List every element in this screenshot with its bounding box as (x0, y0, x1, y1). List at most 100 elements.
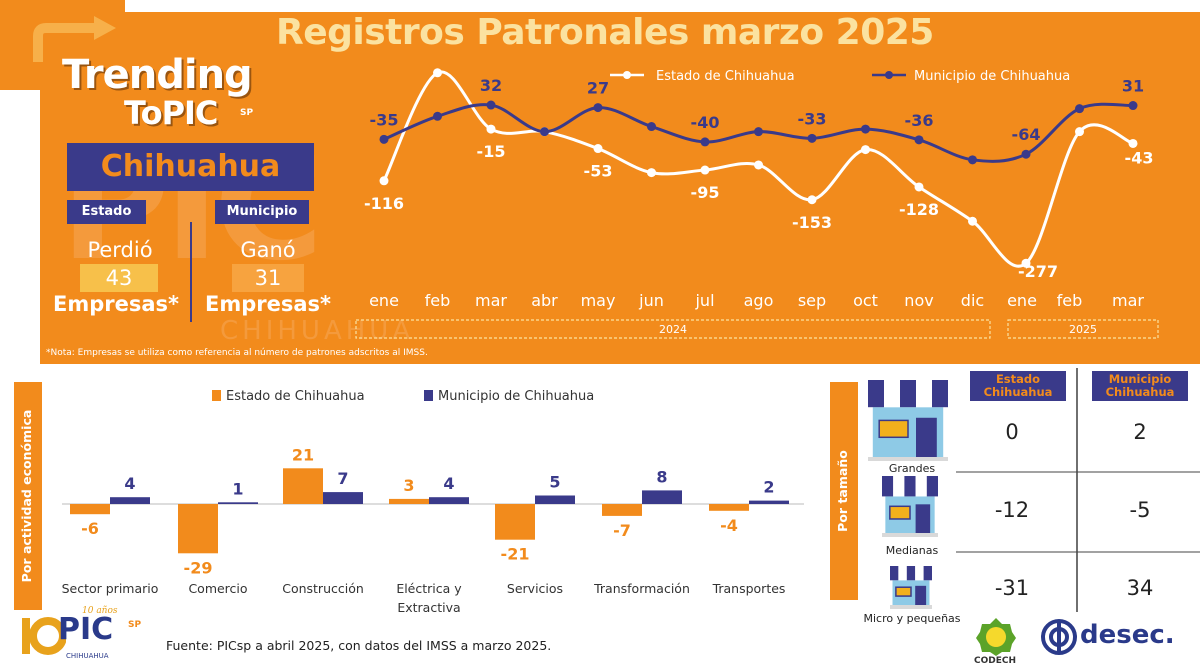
bar-category-label-0: Sector primario (61, 581, 159, 596)
bar-value-0-3: 3 (403, 476, 414, 495)
legend-dot-0 (623, 71, 631, 79)
store-awning-sm-0 (890, 566, 899, 581)
estado-result-value: 43 (80, 264, 158, 292)
bar-category-label-5: Transformación (594, 581, 690, 596)
bar-1-5 (642, 490, 682, 504)
line-value-1-0: -35 (370, 110, 399, 129)
x-tick-7: ago (744, 291, 774, 310)
store-base-md (882, 533, 938, 537)
line-point-1-9 (861, 124, 870, 134)
bar-1-6 (749, 500, 789, 504)
x-tick-0: ene (369, 291, 399, 310)
municipio-result-word: Ganó (240, 238, 296, 262)
bar-category-label-6: Transportes (712, 581, 786, 596)
bar-chart: Estado de Chihuahua Municipio de Chihuahu… (62, 389, 804, 577)
line-point-0-9 (861, 145, 870, 155)
line-point-1-3 (540, 127, 549, 137)
legend-label-1: Municipio de Chihuahua (914, 69, 1070, 84)
pic-watermark-sub: CHIHUAHUA (220, 316, 415, 346)
x-tick-8: sep (798, 291, 826, 310)
size-row-label-2: Micro y pequeñas (863, 612, 961, 625)
store-awning-md-0 (882, 476, 894, 497)
bar-value-0-1: -29 (184, 558, 213, 577)
logo-tab (0, 0, 125, 90)
line-point-0-12 (1021, 258, 1031, 268)
bar-legend-label-1: Municipio de Chihuahua (438, 389, 594, 404)
store-awning-sm-4 (923, 566, 932, 581)
bar-0-3 (389, 498, 429, 504)
store-awning-lg-2 (900, 380, 916, 408)
estado-result-word: Perdió (87, 238, 153, 262)
line-point-1-1 (433, 111, 442, 121)
bar-value-0-0: -6 (81, 519, 99, 538)
line-value-0-6: -95 (691, 183, 720, 202)
x-tick-13: feb (1057, 291, 1083, 310)
x-tick-5: jun (638, 291, 664, 310)
bar-category-label-2: Construcción (282, 581, 364, 596)
bar-value-0-4: -21 (501, 545, 530, 564)
line-point-0-1 (433, 68, 442, 78)
bar-0-2 (283, 468, 323, 504)
line-value-0-8: -153 (792, 213, 832, 232)
summary-divider (190, 222, 192, 322)
bar-value-0-6: -4 (720, 516, 738, 535)
store-base-lg (868, 457, 948, 461)
line-point-0-4 (593, 144, 603, 154)
line-value-1-14: 31 (1122, 77, 1144, 96)
store-door-sm (915, 585, 927, 608)
line-value-0-14: -43 (1125, 148, 1154, 167)
size-cell-0-0: 0 (1005, 420, 1019, 444)
store-window-md (889, 505, 911, 520)
size-row-label-1: Medianas (885, 544, 939, 557)
line-point-1-5 (647, 122, 656, 132)
line-value-0-0: -116 (364, 194, 404, 213)
pic-logo: PIC (58, 612, 114, 647)
x-tick-1: feb (425, 291, 451, 310)
bar-1-4 (535, 495, 575, 504)
line-point-0-11 (968, 216, 977, 226)
pic-logo-sub: CHIHUAHUA (66, 652, 109, 660)
brand-topic: ToPIC (124, 94, 218, 132)
bar-0-4 (495, 504, 535, 540)
estado-result-unit: Empresas* (52, 292, 179, 316)
year-bracket-0 (355, 319, 991, 339)
bar-legend-swatch-1 (424, 390, 433, 401)
line-value-1-12: -64 (1012, 125, 1041, 144)
line-point-0-6 (700, 165, 710, 175)
bar-0-0 (70, 504, 110, 515)
legend-dot-1 (885, 71, 893, 79)
line-point-0-8 (807, 195, 817, 205)
note: *Nota: Empresas se utiliza como referenc… (46, 348, 428, 358)
bar-legend-swatch-0 (212, 390, 221, 401)
store-awning-md-2 (904, 476, 916, 497)
page-title: Registros Patronales marzo 2025 (276, 12, 934, 53)
line-point-1-8 (807, 133, 817, 143)
line-point-0-7 (754, 160, 763, 170)
x-tick-9: oct (853, 291, 878, 310)
line-point-0-0 (379, 176, 389, 186)
bar-category-label-4: Servicios (506, 581, 564, 596)
line-chart: Estado de Chihuahua Municipio de Chihuahu… (355, 68, 1159, 339)
store-awning-sm-1 (898, 566, 907, 581)
bar-value-0-5: -7 (613, 521, 631, 540)
bar-value-1-2: 7 (337, 469, 348, 488)
line-value-1-8: -33 (798, 109, 827, 128)
size-head-estado: Estado Chihuahua (970, 371, 1066, 401)
line-point-1-13 (1075, 104, 1084, 114)
desec-logo-text: desec. (1080, 620, 1175, 650)
line-point-1-2 (486, 100, 496, 110)
store-awning-md-1 (893, 476, 905, 497)
store-awning-lg-4 (932, 380, 948, 408)
year-label-1: 2025 (1069, 323, 1097, 336)
municipio-result-value: 31 (232, 264, 304, 292)
x-tick-4: may (581, 291, 616, 310)
line-point-1-11 (968, 155, 977, 165)
store-awning-md-3 (915, 476, 927, 497)
year-bracket-1 (1007, 319, 1159, 339)
bar-legend-label-0: Estado de Chihuahua (226, 389, 365, 404)
x-tick-3: abr (531, 291, 558, 310)
desec-logo-icon (1041, 619, 1077, 655)
store-window-lg (878, 419, 909, 439)
line-point-1-12 (1021, 149, 1031, 159)
line-value-1-2: 32 (480, 76, 502, 95)
